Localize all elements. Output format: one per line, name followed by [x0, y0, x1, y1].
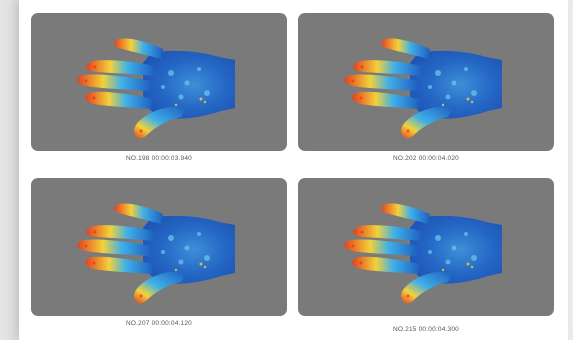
thermal-hand-image [77, 38, 235, 139]
thermal-hand-image [77, 203, 235, 304]
thermal-frame-tile[interactable] [298, 13, 554, 151]
thermal-hand-image [344, 203, 502, 304]
thermal-frame-tile[interactable] [298, 178, 554, 316]
frame-caption: NO.207 00:00:04.120 [126, 320, 192, 327]
page-margin [0, 0, 19, 340]
thermal-hand-image [344, 38, 502, 139]
frame-caption: NO.215 00:00:04.300 [393, 326, 459, 333]
thermal-frame-tile[interactable] [31, 13, 287, 151]
frame-caption: NO.202 00:00:04.020 [393, 155, 459, 162]
frame-caption: NO.198 00:00:03.940 [126, 155, 192, 162]
thermal-frame-tile[interactable] [31, 178, 287, 316]
